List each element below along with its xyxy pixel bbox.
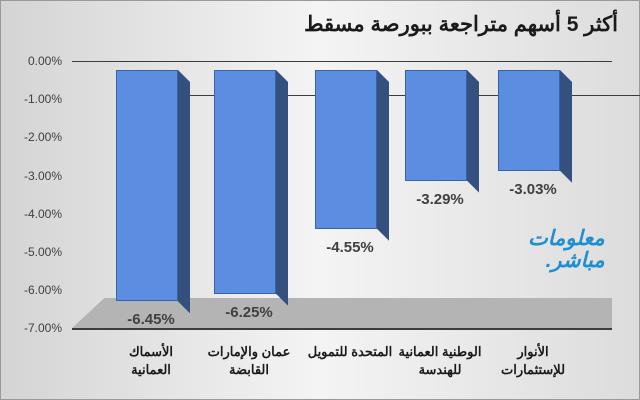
- data-label: -4.55%: [326, 238, 374, 256]
- data-label: -3.03%: [509, 180, 557, 198]
- bar: [315, 70, 389, 241]
- data-label: -3.29%: [416, 190, 464, 208]
- watermark-logo: معلومات مباشر.: [528, 228, 605, 272]
- y-tick-label: -7.00%: [23, 321, 62, 336]
- y-tick-label: -3.00%: [23, 168, 62, 183]
- y-tick-label: 0.00%: [27, 54, 62, 68]
- bar: [498, 70, 572, 183]
- bar-side: [178, 70, 190, 313]
- back-zero-line: [140, 95, 640, 96]
- bar-front: [315, 70, 377, 229]
- bar-front: [116, 70, 178, 302]
- bar-side: [467, 70, 479, 193]
- bar-side: [560, 70, 572, 183]
- category-label: عمان والإمارات القابضة: [207, 344, 291, 377]
- bar-front: [498, 70, 560, 171]
- chart-floor: [72, 298, 612, 328]
- y-tick-label: -1.00%: [23, 92, 62, 107]
- bar-front: [214, 70, 276, 294]
- zero-line: [72, 61, 612, 62]
- category-label: الوطنية العمانية للهندسة: [398, 344, 482, 377]
- watermark-line2: مباشر.: [545, 249, 605, 272]
- data-label: -6.45%: [127, 311, 175, 329]
- y-tick-label: -4.00%: [23, 206, 62, 221]
- category-label: الأسماك العمانية: [128, 344, 174, 377]
- watermark-line1: معلومات: [528, 227, 605, 250]
- chart-title: أكثر 5 أسهم متراجعة ببورصة مسقط: [304, 13, 618, 36]
- bar-side: [377, 70, 389, 241]
- bar: [214, 70, 288, 306]
- bar-front: [405, 70, 467, 181]
- category-label: المتحدة للتمويل: [307, 344, 393, 359]
- data-label: -6.25%: [225, 303, 273, 321]
- bar: [405, 70, 479, 193]
- y-tick-label: -6.00%: [23, 283, 62, 298]
- axis-baseline: [72, 328, 612, 331]
- category-label: الأنوار للإستثمارات: [500, 344, 566, 377]
- bar-side: [276, 70, 288, 306]
- bar: [116, 70, 190, 313]
- y-tick-label: -2.00%: [23, 130, 62, 145]
- y-tick-label: -5.00%: [23, 245, 62, 259]
